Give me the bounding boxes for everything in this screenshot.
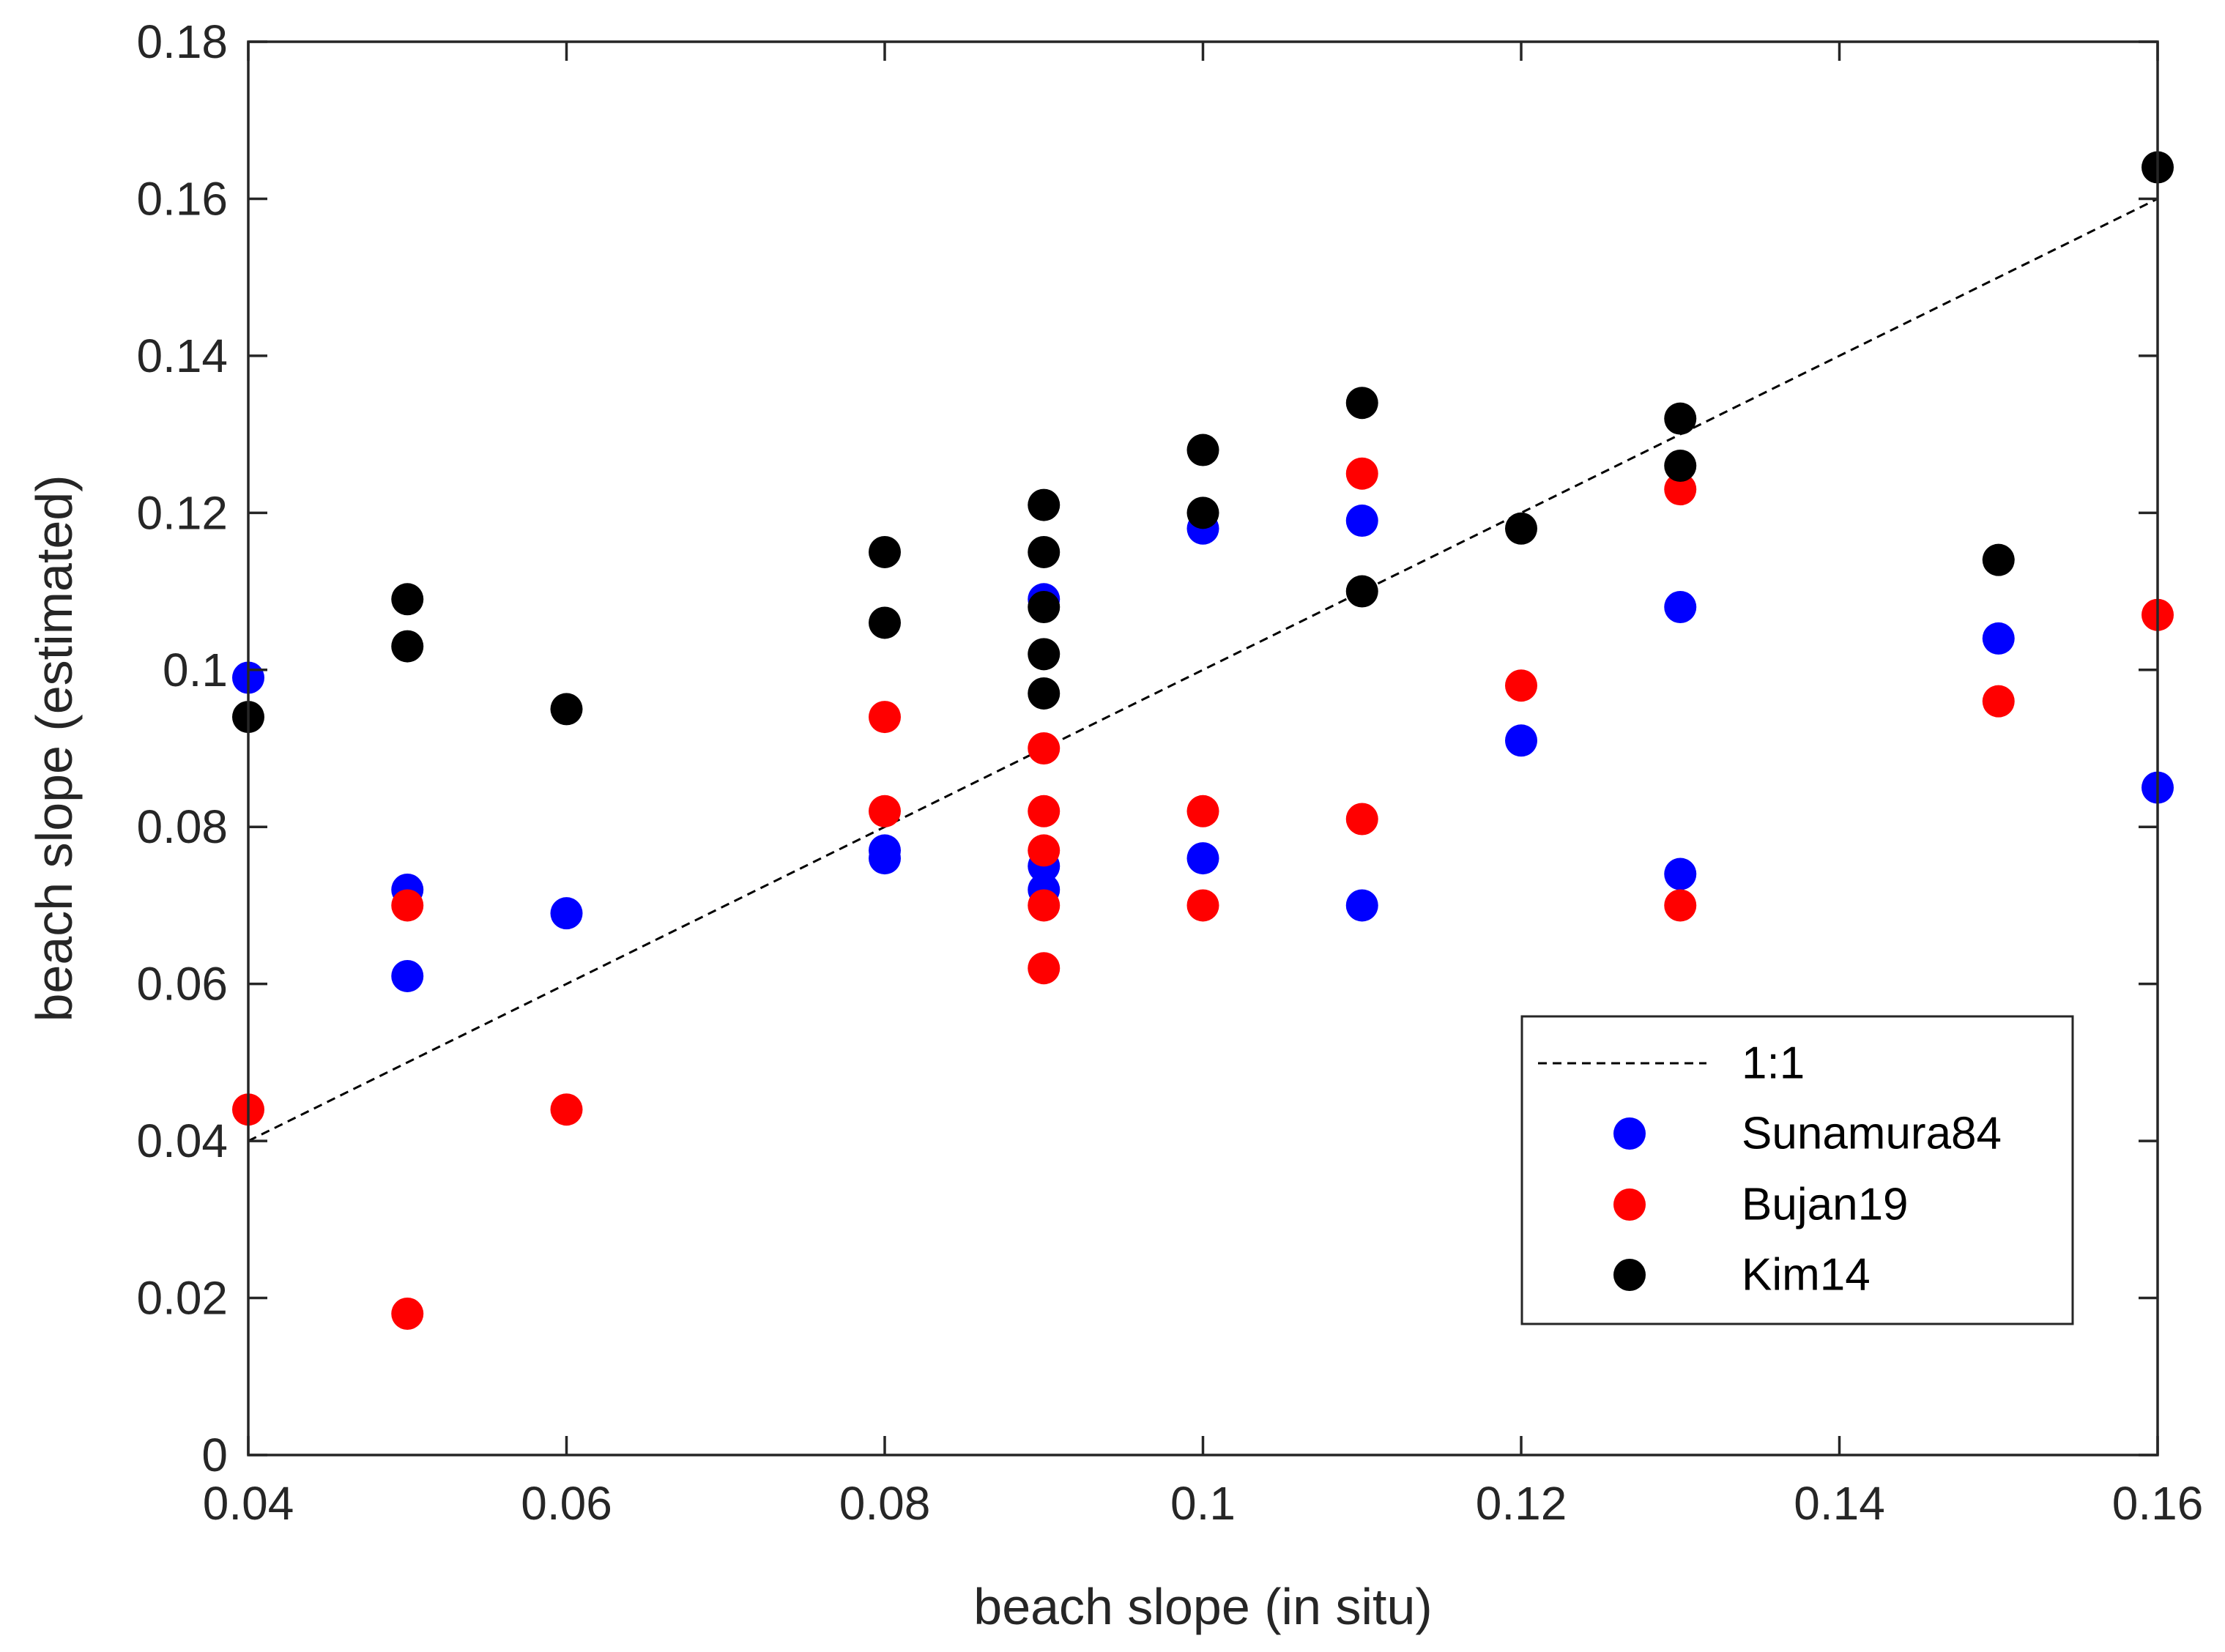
point-kim14 [869,606,901,639]
reference-line-layer [248,198,2158,1142]
legend-marker-sunamura84 [1613,1117,1646,1150]
point-sunamura84 [1505,724,1537,757]
y-tick-label: 0.06 [136,958,228,1011]
y-tick-label: 0.1 [163,644,228,696]
point-bujan19 [1028,889,1061,922]
x-axis-label: beach slope (in situ) [973,1578,1432,1635]
y-tick-label: 0.04 [136,1115,228,1167]
point-kim14 [1028,638,1061,671]
ticks-layer [247,40,2159,1456]
legend-marker-bujan19 [1613,1188,1646,1221]
y-tick-label: 0.12 [136,486,228,539]
y-tick-label: 0 [201,1429,228,1481]
point-bujan19 [1505,669,1537,702]
y-tick-label: 0.18 [136,15,228,68]
legend-label-kim14: Kim14 [1742,1250,1871,1301]
y-tick-label: 0.02 [136,1272,228,1325]
point-bujan19 [1028,952,1061,985]
x-tick-label: 0.14 [1794,1477,1885,1530]
point-sunamura84 [1345,505,1378,537]
point-bujan19 [1186,889,1219,922]
point-bujan19 [1982,685,2015,718]
point-bujan19 [1664,473,1697,506]
point-kim14 [1345,387,1378,420]
y-tick-label: 0.14 [136,330,228,382]
point-bujan19 [1664,889,1697,922]
point-kim14 [1982,543,2015,576]
point-sunamura84 [1982,622,2015,655]
point-sunamura84 [869,842,901,875]
point-bujan19 [550,1093,583,1126]
point-sunamura84 [1186,842,1219,875]
point-kim14 [1505,512,1537,545]
point-kim14 [1186,496,1219,529]
legend-label-bujan19: Bujan19 [1742,1180,1909,1230]
point-bujan19 [1028,795,1061,827]
point-bujan19 [1345,803,1378,836]
legend-label-sunamura84: Sunamura84 [1742,1109,2002,1159]
x-tick-label: 0.1 [1170,1477,1236,1530]
point-bujan19 [869,701,901,734]
point-bujan19 [391,1298,424,1330]
x-tick-label: 0.08 [839,1477,931,1530]
point-kim14 [1664,402,1697,435]
point-sunamura84 [550,897,583,930]
x-tick-label: 0.16 [2112,1477,2204,1530]
point-bujan19 [1028,834,1061,867]
point-bujan19 [1345,457,1378,490]
y-tick-label: 0.08 [136,800,228,853]
point-kim14 [1028,677,1061,710]
points-layer [232,151,2174,1330]
reference-line-1to1 [248,198,2158,1142]
point-bujan19 [1186,795,1219,827]
point-kim14 [550,693,583,726]
y-tick-label: 0.16 [136,172,228,225]
legend-marker-kim14 [1613,1259,1646,1291]
point-sunamura84 [1345,889,1378,922]
x-tick-label: 0.04 [203,1477,294,1530]
point-sunamura84 [1664,857,1697,890]
point-kim14 [1664,450,1697,482]
point-bujan19 [869,795,901,827]
point-kim14 [1028,535,1061,568]
y-axis-label: beach slope (estimated) [26,475,83,1022]
x-tick-label: 0.12 [1476,1477,1567,1530]
point-bujan19 [391,889,424,922]
point-kim14 [1028,591,1061,623]
legend: 1:1 Sunamura84 Bujan19 Kim14 [1520,1015,2074,1325]
point-sunamura84 [391,959,424,992]
tick-labels-layer: 0.04 0.06 0.08 0.1 0.12 0.14 0.16 0 0.02 0.04 0.06… [136,15,2203,1530]
point-kim14 [391,630,424,663]
point-kim14 [1028,488,1061,521]
point-kim14 [391,583,424,616]
point-kim14 [869,535,901,568]
point-sunamura84 [1664,591,1697,623]
point-kim14 [1345,575,1378,608]
point-kim14 [1186,434,1219,466]
legend-label-1to1: 1:1 [1742,1038,1805,1089]
x-tick-label: 0.06 [521,1477,612,1530]
point-bujan19 [1028,732,1061,764]
